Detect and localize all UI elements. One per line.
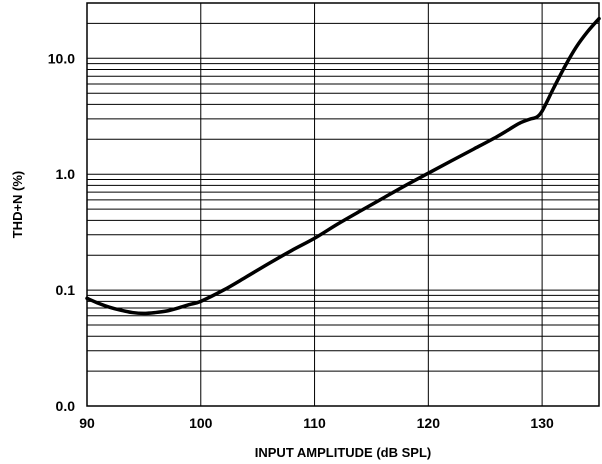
x-tick-label: 120 <box>417 415 441 431</box>
thd-curve-line <box>85 16 601 316</box>
y-tick-label: 10.0 <box>48 50 75 66</box>
y-tick-labels: 0.0 0.1 1.0 10.0 <box>48 50 75 414</box>
y-axis-title: THD+N (%) <box>10 171 25 239</box>
x-tick-label: 110 <box>303 415 326 431</box>
x-tick-label: 130 <box>530 415 554 431</box>
x-tick-labels: 90 100 110 120 130 <box>79 415 554 431</box>
x-axis-title: INPUT AMPLITUDE (dB SPL) <box>255 445 431 460</box>
y-tick-label: 0.1 <box>56 282 76 298</box>
y-tick-label: 0.0 <box>56 398 76 414</box>
x-tick-label: 90 <box>79 415 95 431</box>
grid-lines <box>86 2 599 407</box>
x-tick-label: 100 <box>189 415 213 431</box>
y-tick-label: 1.0 <box>56 166 76 182</box>
plot-frame <box>86 2 600 407</box>
